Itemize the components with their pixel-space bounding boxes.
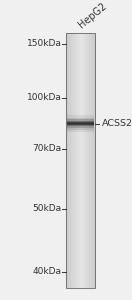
Bar [66,33,95,288]
Text: 150kDa: 150kDa [27,39,62,48]
Text: 70kDa: 70kDa [32,144,62,153]
Text: ACSS2: ACSS2 [102,119,132,128]
Bar [67,115,94,132]
Text: 100kDa: 100kDa [27,93,62,102]
Text: 50kDa: 50kDa [32,204,62,213]
Text: 40kDa: 40kDa [33,267,62,276]
Bar [67,122,94,125]
Bar [67,119,94,128]
Bar [67,118,94,130]
Bar [67,121,94,126]
Text: HepG2: HepG2 [77,1,109,30]
Bar [67,123,94,124]
